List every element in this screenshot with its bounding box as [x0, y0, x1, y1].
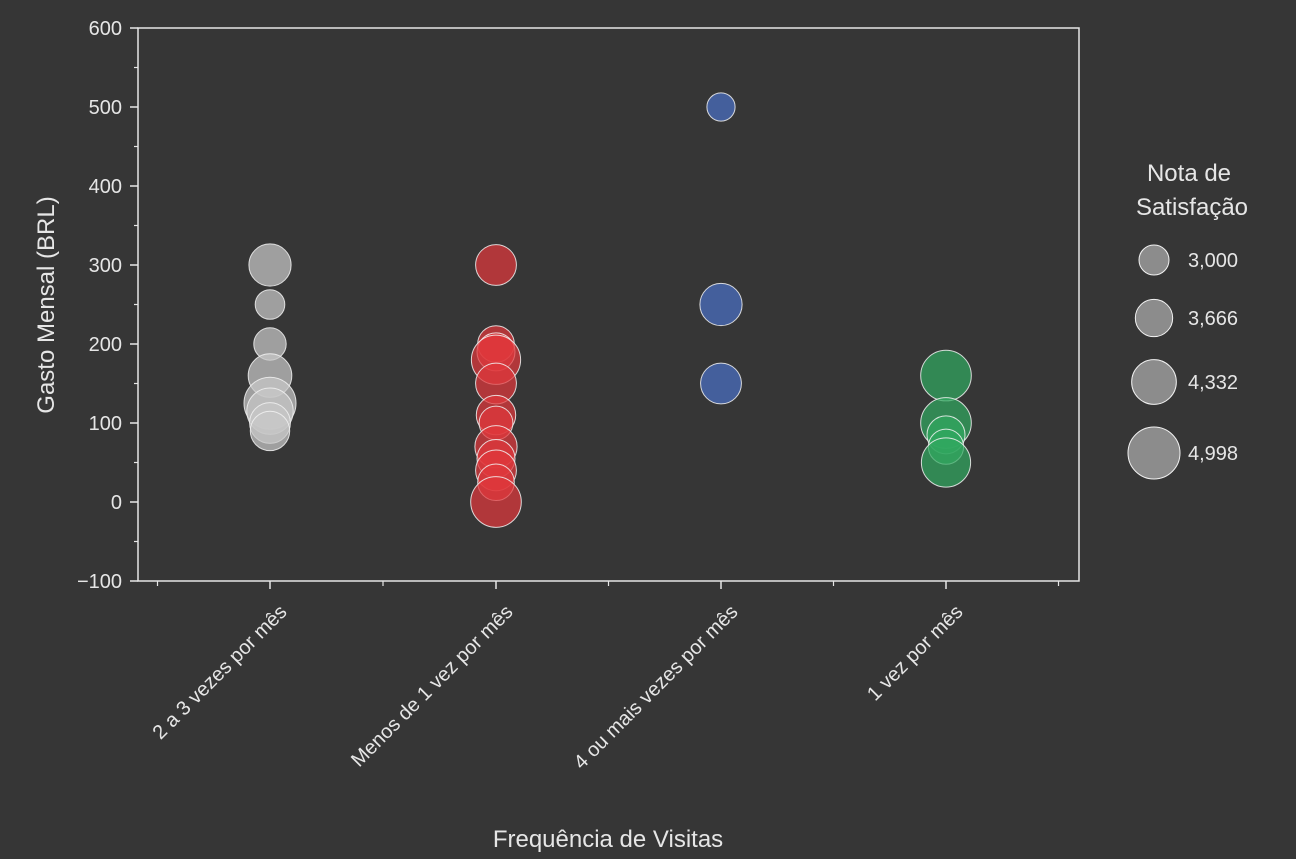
legend-size-label: 4,998 [1188, 443, 1238, 465]
y-tick-label: −100 [77, 571, 122, 593]
legend-size-label: 4,332 [1188, 372, 1238, 394]
size-legend: Nota de Satisfação 3,000 3,666 4,332 4,998 [1127, 160, 1248, 480]
x-tick-label: 1 vez por mês [863, 601, 967, 705]
legend-size-marker [1131, 359, 1177, 405]
data-points [243, 92, 972, 528]
x-axis-title: Frequência de Visitas [493, 826, 723, 853]
y-tick-label: 100 [89, 413, 122, 435]
data-bubble [699, 282, 743, 327]
y-tick-label: 400 [89, 176, 122, 198]
y-tick-label: 0 [111, 492, 122, 514]
data-bubble [920, 349, 972, 402]
legend-size-marker [1127, 426, 1181, 480]
x-axis: 2 a 3 vezes por mês Menos de 1 vez por mê… [149, 581, 1060, 774]
plot-area [138, 28, 1079, 581]
legend-size-marker [1138, 244, 1170, 276]
legend-title-line-1: Nota de [1147, 160, 1231, 187]
data-bubble [475, 244, 517, 286]
x-tick-label: Menos de 1 vez por mês [347, 601, 517, 771]
data-bubble [254, 289, 286, 320]
legend-size-label: 3,000 [1188, 250, 1238, 272]
y-tick-label: 200 [89, 334, 122, 356]
plot-frame [137, 27, 1080, 582]
y-tick-label: 600 [89, 18, 122, 40]
data-bubble [700, 362, 742, 405]
legend-title-line-2: Satisfação [1136, 194, 1248, 221]
data-bubble [470, 476, 522, 528]
y-axis: −100 0 100 200 300 400 500 600 [77, 18, 138, 593]
data-bubble [249, 410, 291, 452]
legend-size-label: 3,666 [1188, 308, 1238, 330]
y-tick-label: 300 [89, 255, 122, 277]
data-bubble [248, 243, 292, 287]
x-tick-label: 4 ou mais vezes por mês [570, 601, 743, 774]
x-tick-label: 2 a 3 vezes por mês [149, 601, 292, 744]
y-tick-label: 500 [89, 97, 122, 119]
data-bubble [920, 437, 972, 488]
data-bubble [706, 92, 736, 122]
y-axis-title: Gasto Mensal (BRL) [33, 196, 60, 413]
legend-size-marker [1134, 298, 1174, 338]
